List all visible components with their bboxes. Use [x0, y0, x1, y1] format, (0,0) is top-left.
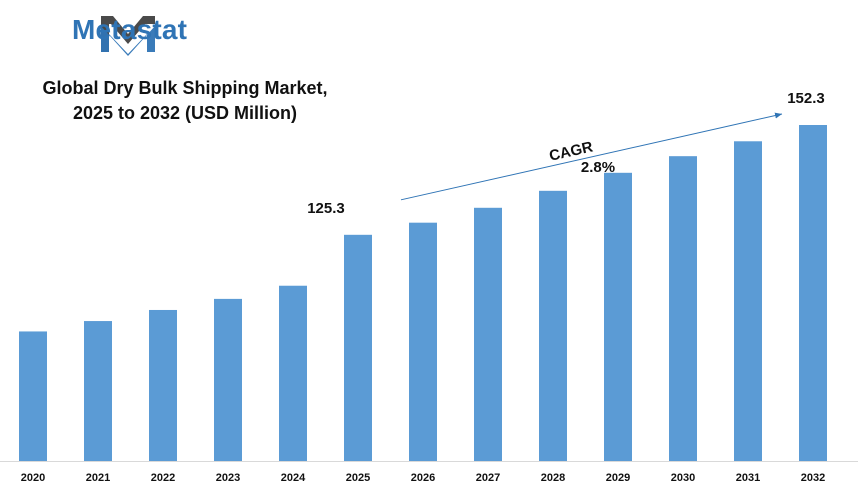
bar-2027	[474, 207, 502, 461]
x-tick-label-2032: 2032	[801, 472, 825, 484]
data-label-2025: 125.3	[307, 200, 345, 217]
cagr-value: 2.8%	[581, 159, 615, 176]
bar-2030	[669, 156, 697, 461]
bar-2032	[799, 125, 827, 461]
chart-title-line-2: 2025 to 2032 (USD Million)	[72, 103, 298, 123]
x-tick-label-2024: 2024	[281, 472, 306, 484]
x-tick-label-2025: 2025	[346, 472, 370, 484]
x-tick-label-2030: 2030	[671, 472, 695, 484]
x-tick-label-2020: 2020	[21, 472, 45, 484]
metastat-m-logo-icon	[101, 16, 155, 56]
x-tick-label-2022: 2022	[151, 472, 175, 484]
bar-2020	[19, 331, 47, 461]
x-tick-label-2023: 2023	[216, 472, 240, 484]
bar-2023	[214, 298, 242, 461]
chart-title-line-1: Global Dry Bulk Shipping Market,	[42, 78, 328, 98]
bar-2026	[409, 222, 437, 461]
bar-2028	[539, 190, 567, 461]
x-tick-label-2027: 2027	[476, 472, 500, 484]
bar-2024	[279, 285, 307, 461]
data-label-2032: 152.3	[787, 90, 825, 107]
x-tick-label-2029: 2029	[606, 472, 630, 484]
bar-2029	[604, 172, 632, 461]
bar-2031	[734, 141, 762, 462]
bar-2021	[84, 321, 112, 461]
bar-2022	[149, 309, 177, 461]
bar-2025	[344, 234, 372, 461]
x-tick-label-2028: 2028	[541, 472, 565, 484]
chart-title: Global Dry Bulk Shipping Market, 2025 to…	[20, 76, 350, 126]
brand-name: Metastat	[72, 14, 188, 45]
x-tick-label-2026: 2026	[411, 472, 435, 484]
cagr-arrow	[400, 112, 783, 201]
x-tick-label-2021: 2021	[86, 472, 110, 484]
x-tick-label-2031: 2031	[736, 472, 760, 484]
